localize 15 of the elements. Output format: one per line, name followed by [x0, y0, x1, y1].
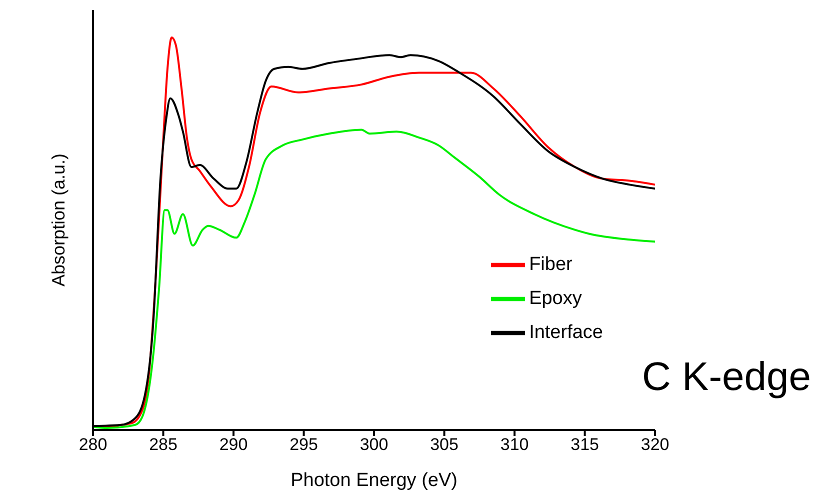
x-tick-label: 310: [500, 435, 529, 454]
x-tick-label: 285: [149, 435, 178, 454]
x-tick-label: 290: [219, 435, 248, 454]
x-tick-label: 280: [78, 435, 108, 454]
x-tick-label: 320: [640, 435, 670, 454]
y-axis-title: Absorption (a.u.): [48, 153, 68, 287]
x-tick-label: 300: [360, 435, 388, 454]
legend-label: Epoxy: [529, 288, 582, 310]
legend-label: Fiber: [529, 254, 572, 276]
x-tick-label: 295: [290, 435, 318, 454]
x-tick-label: 305: [430, 435, 458, 454]
annotation: C K-edge: [642, 355, 811, 400]
x-axis-title: Photon Energy (eV): [290, 470, 458, 491]
legend-label: Interface: [529, 322, 603, 344]
x-tick-label: 315: [570, 435, 599, 454]
